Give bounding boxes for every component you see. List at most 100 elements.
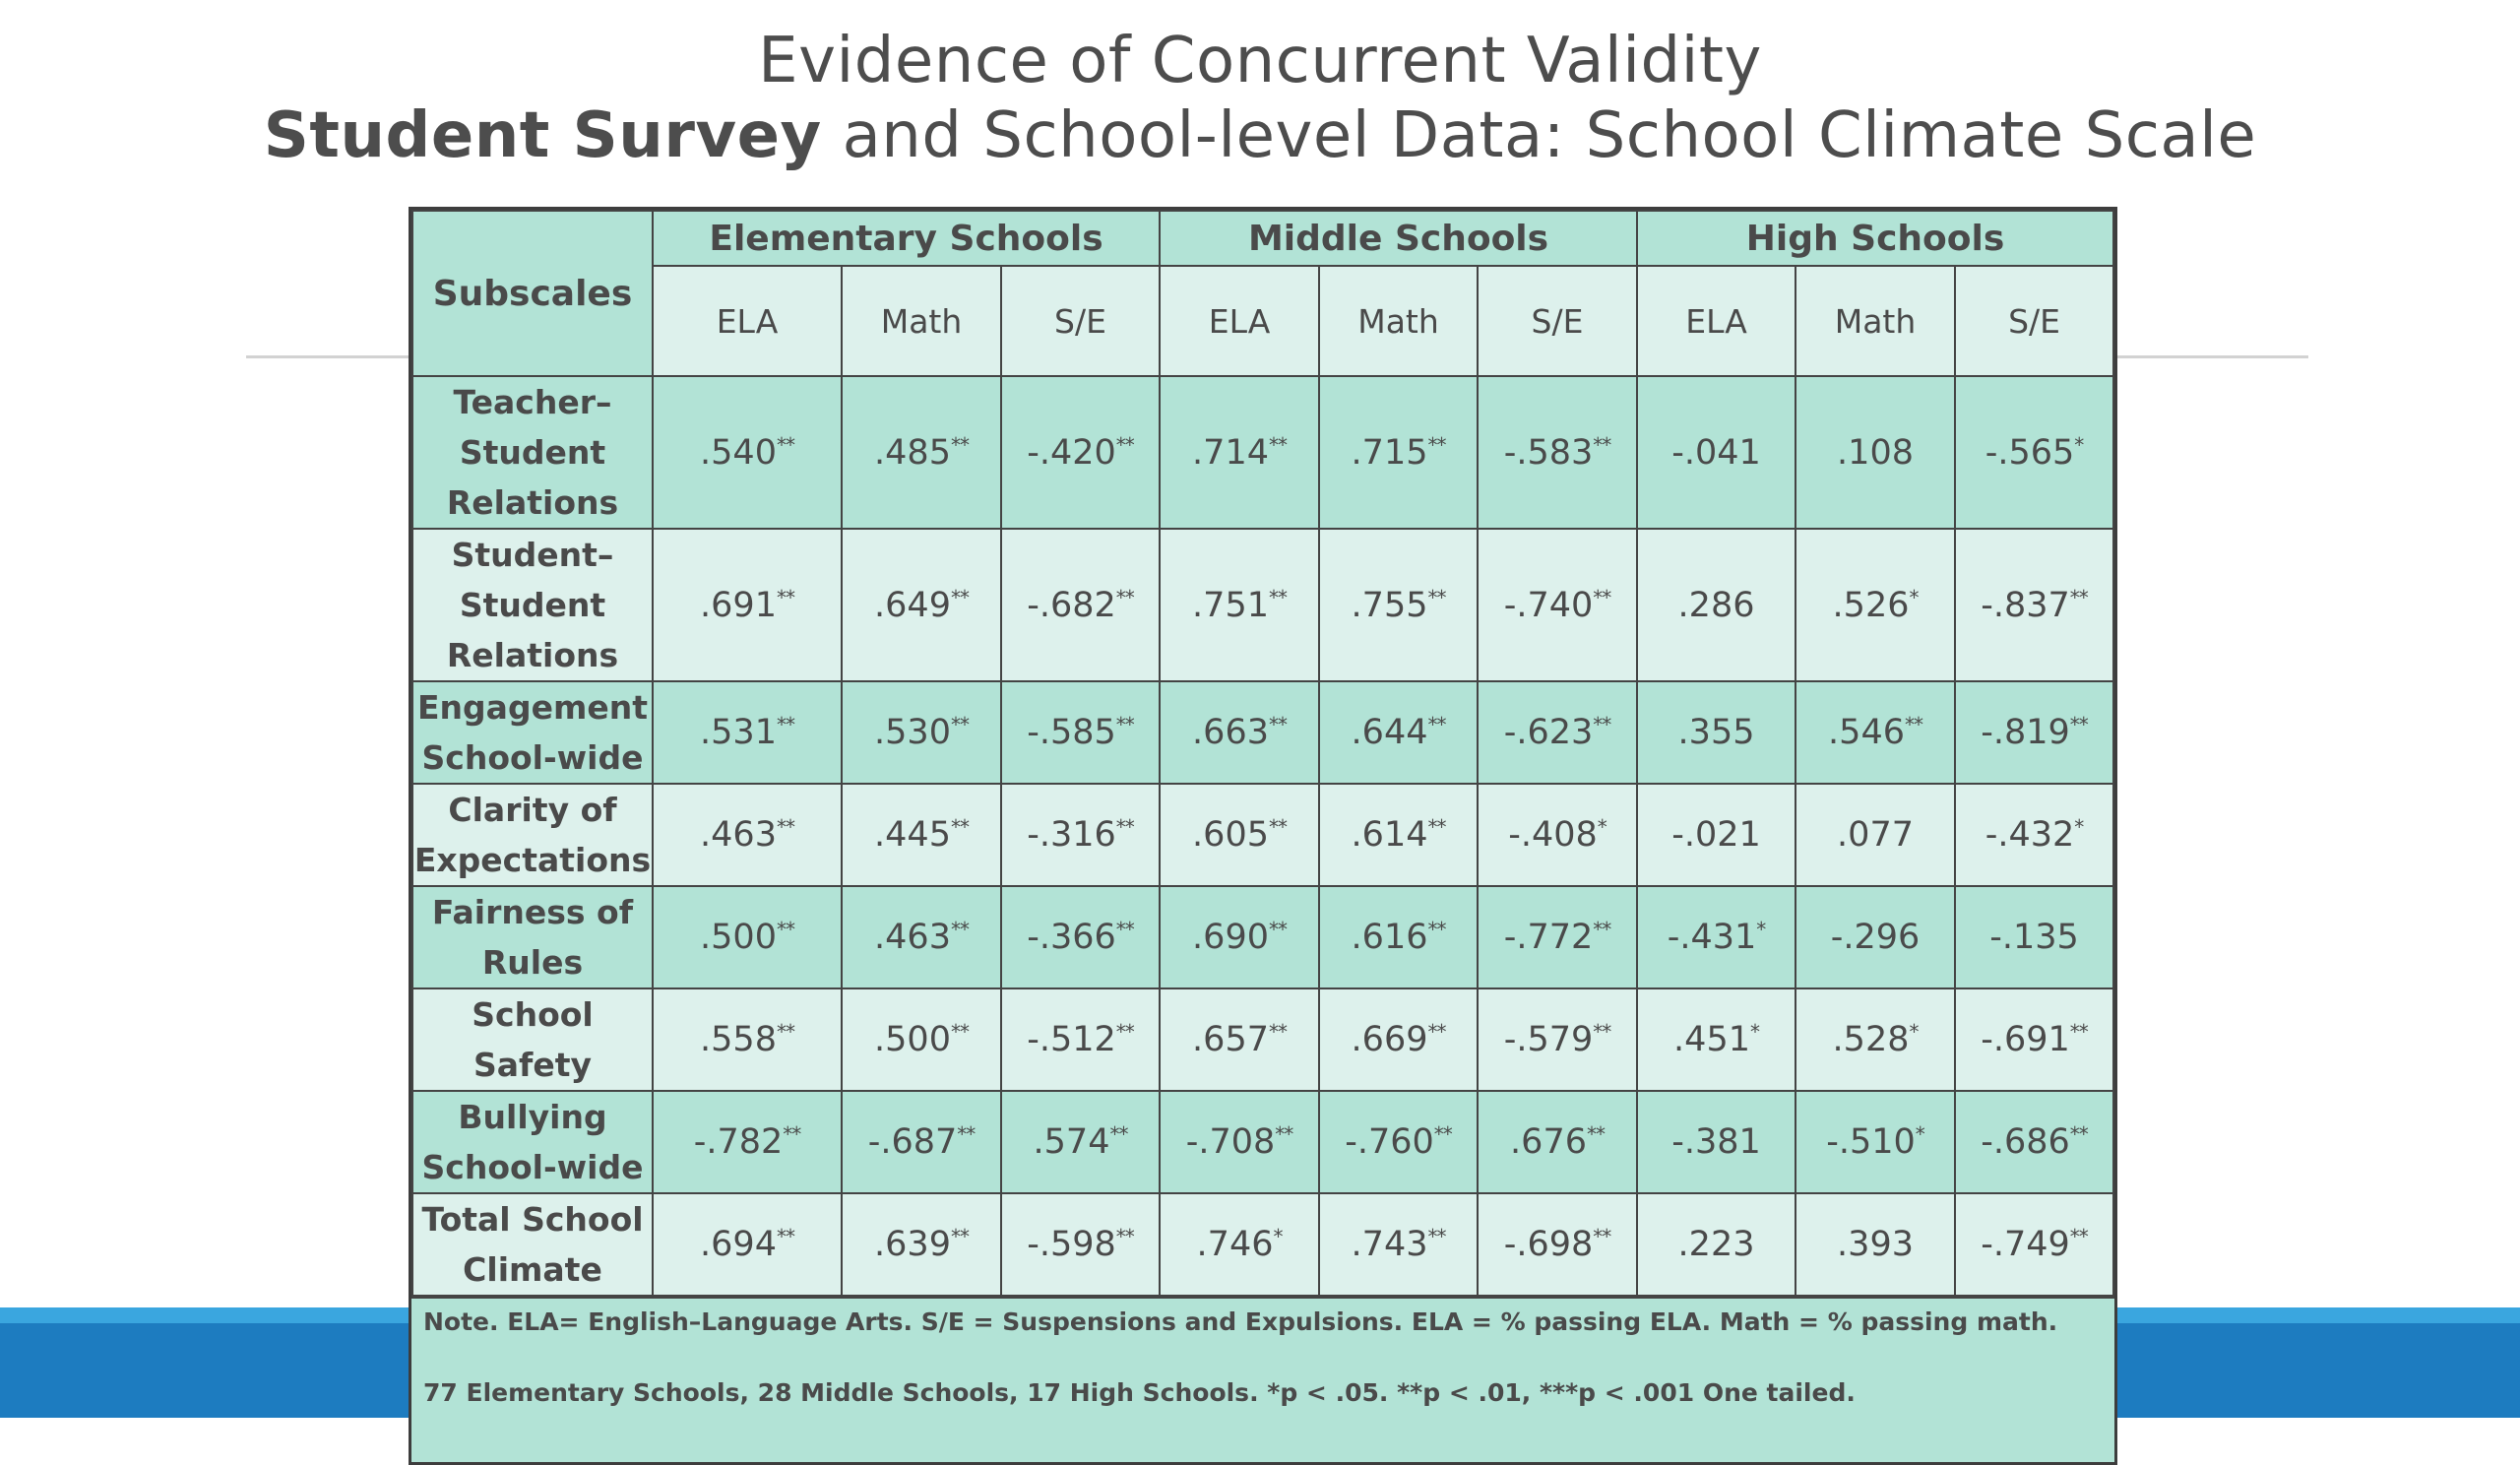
value-text: -.708 xyxy=(1185,1122,1276,1162)
value-text: .526 xyxy=(1832,585,1910,625)
value-cell: .223 xyxy=(1636,1192,1797,1297)
significance-marker: ** xyxy=(1115,713,1135,736)
value-text: .540 xyxy=(700,432,777,473)
significance-marker: ** xyxy=(1115,432,1135,457)
value-text: .500 xyxy=(700,918,777,957)
value-text: .485 xyxy=(874,432,951,473)
value-text: -.366 xyxy=(1027,918,1116,957)
group-header-middle: Middle Schools xyxy=(1159,210,1639,267)
value-cell: .614** xyxy=(1318,783,1480,887)
value-text: .393 xyxy=(1837,1225,1914,1264)
row-label: Teacher– Student Relations xyxy=(411,375,654,530)
value-cell: -.740** xyxy=(1477,528,1639,682)
value-text: .639 xyxy=(874,1225,951,1264)
value-text: .108 xyxy=(1837,432,1914,473)
value-text: -.819 xyxy=(1981,713,2070,752)
title-bold-part: Student Survey xyxy=(263,99,822,172)
subheader-cell: S/E xyxy=(1477,265,1639,377)
value-cell: .644** xyxy=(1318,680,1480,785)
row-label-line: Student xyxy=(459,586,606,624)
value-text: .574 xyxy=(1033,1122,1110,1162)
significance-marker: ** xyxy=(1268,1020,1288,1044)
significance-marker: ** xyxy=(1593,1225,1611,1248)
value-text: -.698 xyxy=(1503,1225,1594,1264)
value-text: .546 xyxy=(1828,713,1905,752)
value-text: -.041 xyxy=(1671,432,1761,473)
subheader-cell: S/E xyxy=(999,265,1162,377)
value-text: .530 xyxy=(874,713,951,752)
significance-marker: ** xyxy=(1268,585,1288,609)
value-text: .616 xyxy=(1351,918,1428,957)
significance-marker: * xyxy=(2074,432,2084,457)
table-row: Clarity of Expectations .463** .445** -.316*… xyxy=(411,783,2115,887)
significance-marker: ** xyxy=(1904,713,1923,736)
divider-right xyxy=(2107,355,2308,358)
significance-marker: ** xyxy=(1593,432,1611,457)
value-cell: -.432* xyxy=(1954,783,2115,887)
value-cell: .451* xyxy=(1636,987,1797,1092)
value-cell: -.749** xyxy=(1954,1192,2115,1297)
significance-marker: ** xyxy=(1593,585,1611,609)
value-cell: .531** xyxy=(652,680,843,785)
subheader-cell: S/E xyxy=(1954,265,2115,377)
value-cell: .355 xyxy=(1636,680,1797,785)
group-header-high: High Schools xyxy=(1636,210,2115,267)
row-label-line: Fairness of xyxy=(431,893,634,931)
table-body: Teacher– Student Relations .540** .485** -.42… xyxy=(411,375,2115,1297)
value-text: -.431 xyxy=(1667,918,1757,957)
value-text: -.512 xyxy=(1027,1020,1116,1059)
significance-marker: ** xyxy=(1427,1225,1446,1248)
value-cell: -.296 xyxy=(1795,885,1957,989)
subheader-cell: Math xyxy=(1795,265,1957,377)
value-cell: .639** xyxy=(841,1192,1002,1297)
significance-marker: ** xyxy=(1427,918,1446,941)
value-text: -.510 xyxy=(1826,1122,1916,1162)
significance-marker: ** xyxy=(1115,1225,1135,1248)
significance-marker: ** xyxy=(950,432,970,457)
value-text: -.837 xyxy=(1981,585,2070,625)
value-text: .663 xyxy=(1192,713,1269,752)
value-text: -.296 xyxy=(1830,918,1921,957)
subscales-header: Subscales xyxy=(411,210,654,377)
value-cell: -.691** xyxy=(1954,987,2115,1092)
value-cell: .690** xyxy=(1159,885,1321,989)
subheader-cell: Math xyxy=(1318,265,1480,377)
value-cell: .108 xyxy=(1795,375,1957,530)
value-cell: .485** xyxy=(841,375,1002,530)
value-cell: -.623** xyxy=(1477,680,1639,785)
value-cell: .500** xyxy=(652,885,843,989)
value-cell: -.686** xyxy=(1954,1090,2115,1194)
value-cell: -.420** xyxy=(999,375,1162,530)
table-row: Engagement School-wide .531** .530** -.585**… xyxy=(411,680,2115,785)
value-cell: .546** xyxy=(1795,680,1957,785)
significance-marker: ** xyxy=(2069,713,2089,736)
value-cell: -.837** xyxy=(1954,528,2115,682)
value-text: -.316 xyxy=(1027,815,1116,855)
value-cell: -.366** xyxy=(999,885,1162,989)
value-cell: .526* xyxy=(1795,528,1957,682)
value-text: .751 xyxy=(1192,585,1269,625)
significance-marker: ** xyxy=(776,918,795,941)
value-cell: .530** xyxy=(841,680,1002,785)
significance-marker: ** xyxy=(1115,815,1135,839)
row-label-line: Engagement xyxy=(417,688,648,727)
row-label-line: Rules xyxy=(481,943,584,982)
table-row: Bullying School-wide -.782** -.687** .574** -… xyxy=(411,1090,2115,1194)
significance-marker: * xyxy=(1597,815,1607,839)
value-text: -.686 xyxy=(1981,1122,2070,1162)
value-text: .355 xyxy=(1677,713,1755,752)
significance-marker: ** xyxy=(957,1122,976,1146)
value-text: -.432 xyxy=(1984,815,2075,855)
significance-marker: ** xyxy=(1275,1122,1293,1146)
significance-marker: ** xyxy=(950,1020,970,1044)
value-cell: .077 xyxy=(1795,783,1957,887)
row-label-line: Teacher– xyxy=(453,383,612,421)
value-text: .714 xyxy=(1192,432,1269,473)
row-label-line: Student xyxy=(459,433,606,472)
value-cell: .445** xyxy=(841,783,1002,887)
value-text: .445 xyxy=(874,815,951,855)
significance-marker: ** xyxy=(2069,585,2089,609)
row-label-line: School-wide xyxy=(421,1148,644,1186)
row-label-line: Student– xyxy=(451,536,614,574)
value-text: .649 xyxy=(874,585,951,625)
